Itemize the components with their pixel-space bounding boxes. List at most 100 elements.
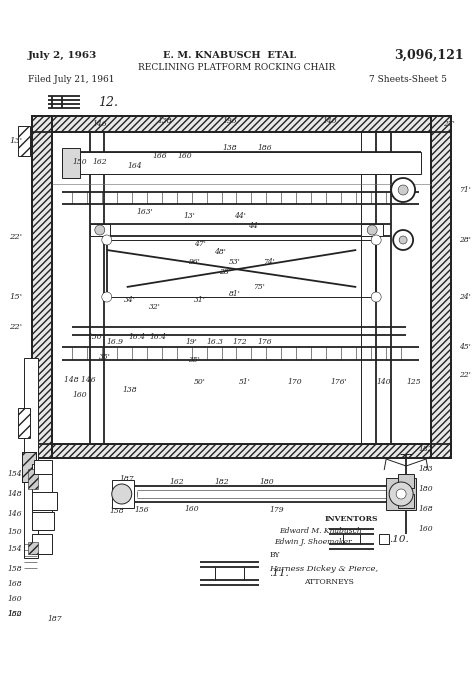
Text: 150: 150: [73, 158, 87, 166]
Text: 96': 96': [189, 258, 201, 266]
Bar: [32, 116, 52, 458]
Bar: [32, 116, 52, 458]
Bar: [398, 494, 414, 508]
Text: 22': 22': [459, 371, 471, 379]
Text: E. M. KNABUSCH  ETAL: E. M. KNABUSCH ETAL: [163, 51, 296, 59]
Text: 7 Sheets-Sheet 5: 7 Sheets-Sheet 5: [369, 75, 447, 84]
Text: INVENTORS: INVENTORS: [324, 515, 378, 523]
Text: 71': 71': [459, 186, 471, 194]
Text: 22': 22': [9, 233, 22, 241]
Text: 160: 160: [184, 505, 199, 513]
Text: 158: 158: [109, 507, 124, 515]
Text: 22': 22': [9, 323, 22, 331]
Circle shape: [102, 292, 112, 302]
Text: 168: 168: [7, 580, 22, 588]
Text: 182: 182: [419, 445, 433, 453]
Text: 183: 183: [419, 465, 433, 473]
Circle shape: [367, 225, 377, 235]
Text: 16.3: 16.3: [206, 338, 223, 346]
Text: 186: 186: [257, 144, 272, 152]
Text: 24': 24': [459, 293, 471, 301]
Text: 160: 160: [7, 595, 22, 603]
Circle shape: [398, 185, 408, 195]
Text: 140: 140: [322, 117, 337, 125]
Text: 140: 140: [377, 378, 392, 386]
Text: Edwin J. Shoemaker: Edwin J. Shoemaker: [274, 538, 352, 546]
Text: 180: 180: [259, 478, 274, 486]
Text: 172: 172: [232, 338, 247, 346]
Text: 35': 35': [99, 353, 111, 361]
Text: 160: 160: [177, 152, 192, 160]
Text: 187: 187: [47, 615, 62, 623]
Text: 28': 28': [459, 236, 471, 244]
Text: 138: 138: [122, 386, 137, 394]
Text: 19': 19': [186, 338, 198, 346]
Text: 138: 138: [222, 144, 237, 152]
Bar: [32, 444, 451, 458]
Circle shape: [371, 292, 381, 302]
Bar: [32, 116, 451, 132]
Text: 166: 166: [152, 152, 167, 160]
Text: 32': 32': [149, 303, 161, 311]
Text: 31': 31': [194, 296, 206, 304]
Bar: [32, 534, 52, 554]
Text: 74': 74': [264, 258, 275, 266]
Text: 160: 160: [7, 610, 22, 618]
Text: 16.4: 16.4: [149, 333, 166, 341]
Bar: [62, 152, 421, 174]
Bar: [32, 512, 54, 530]
Text: 75': 75': [254, 283, 265, 291]
Text: 148 146: 148 146: [64, 376, 96, 384]
Text: 176': 176': [331, 378, 347, 386]
Circle shape: [391, 178, 415, 202]
Text: 13': 13': [9, 137, 22, 145]
Bar: [112, 480, 134, 508]
Text: 154: 154: [7, 470, 22, 478]
Text: 15': 15': [9, 293, 22, 301]
Text: 50': 50': [194, 378, 206, 386]
Bar: [18, 408, 30, 438]
Circle shape: [371, 235, 381, 245]
Text: 156: 156: [135, 506, 149, 514]
Text: July 2, 1963: July 2, 1963: [28, 51, 97, 59]
Text: 148: 148: [7, 490, 22, 498]
Text: 182: 182: [214, 478, 229, 486]
Text: .11.: .11.: [270, 569, 289, 578]
Bar: [32, 499, 52, 521]
Text: 170: 170: [287, 378, 301, 386]
Bar: [32, 464, 52, 499]
Circle shape: [396, 489, 406, 499]
Circle shape: [389, 482, 413, 506]
Bar: [32, 444, 451, 458]
Text: 162: 162: [169, 478, 184, 486]
Text: 35': 35': [189, 356, 201, 364]
Text: 28': 28': [219, 268, 230, 276]
Bar: [34, 460, 52, 474]
Text: 44': 44': [248, 222, 260, 230]
Text: 125: 125: [407, 378, 421, 386]
Text: .10.: .10.: [389, 535, 409, 544]
Bar: [431, 116, 451, 458]
Text: 152: 152: [7, 610, 22, 618]
Text: 160: 160: [73, 391, 87, 399]
Text: 34': 34': [124, 296, 136, 304]
Text: 150: 150: [7, 528, 22, 536]
Text: Edward M. Knabusch: Edward M. Knabusch: [279, 527, 362, 535]
Bar: [361, 224, 383, 236]
Text: 179: 179: [269, 506, 284, 514]
Text: 48': 48': [214, 248, 226, 256]
Bar: [379, 534, 389, 544]
Text: 27': 27': [443, 120, 455, 128]
Text: 138: 138: [157, 117, 172, 125]
Text: RECLINING PLATFORM ROCKING CHAIR: RECLINING PLATFORM ROCKING CHAIR: [138, 63, 335, 72]
Text: 176: 176: [257, 338, 272, 346]
Text: 81': 81': [228, 290, 240, 298]
Bar: [24, 358, 38, 558]
Text: 16.9: 16.9: [106, 338, 123, 346]
Text: 45': 45': [459, 343, 471, 351]
Circle shape: [102, 235, 112, 245]
Text: Harness Dickey & Pierce,: Harness Dickey & Pierce,: [269, 565, 379, 573]
Text: 146: 146: [7, 510, 22, 518]
Text: 154: 154: [7, 545, 22, 553]
Bar: [431, 116, 451, 458]
